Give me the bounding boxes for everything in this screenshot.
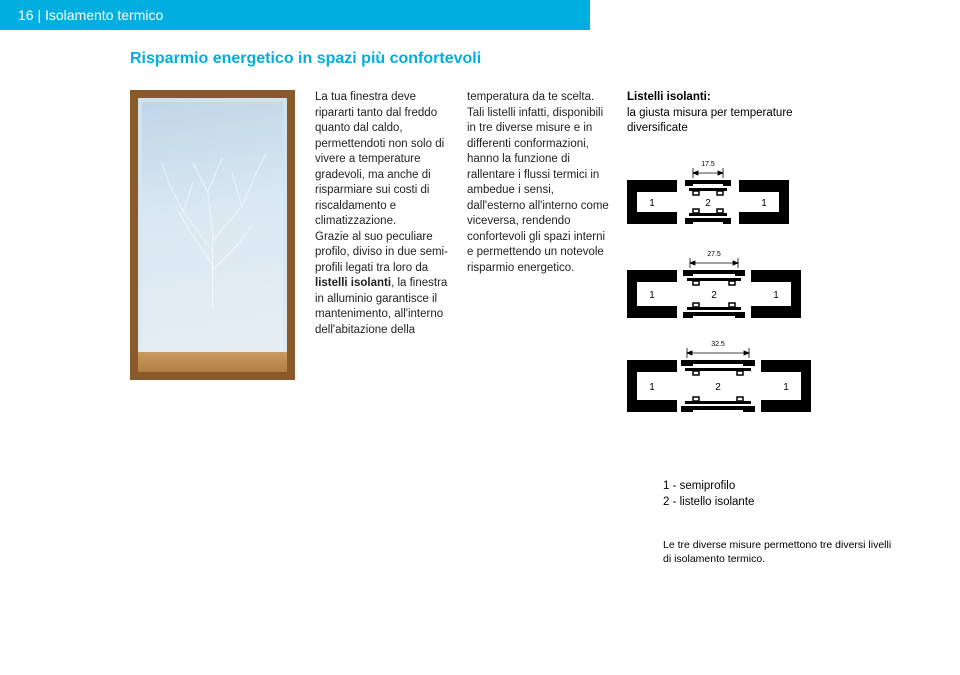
label-1a: 1 [649, 198, 655, 209]
window-frame [130, 90, 295, 380]
diagram-title: Listelli isolanti: la giusta misura per … [627, 90, 842, 137]
paragraph-1: La tua finestra deve ripararti tanto dal… [315, 90, 457, 338]
section-title: Isolamento termico [45, 7, 163, 23]
text-column-1: La tua finestra deve ripararti tanto dal… [315, 90, 457, 425]
footnote: Le tre diverse misure permettono tre div… [663, 538, 898, 566]
label-1d: 1 [773, 290, 779, 301]
legend-line-1: 1 - semiprofilo [663, 478, 754, 494]
profile-diagram-1: 17.5 1 2 1 [627, 155, 842, 233]
label-1b: 1 [761, 198, 767, 209]
profile-row-1: 17.5 1 2 1 [627, 155, 842, 233]
label-1c: 1 [649, 290, 655, 301]
header-text: 16 | Isolamento termico [0, 0, 590, 30]
diagram-title-bold: Listelli isolanti: [627, 91, 711, 103]
profile-row-2: 27.5 1 2 1 [627, 245, 842, 323]
page-number: 16 [18, 7, 34, 23]
profile-row-3: 32.5 1 2 1 [627, 335, 842, 413]
window-glass [142, 102, 283, 368]
label-2a: 2 [705, 198, 711, 209]
paragraph-2: temperatura da te scelta. Tali listelli … [467, 90, 609, 276]
diagram-area: Listelli isolanti: la giusta misura per … [627, 90, 842, 425]
diagram-title-rest: la giusta misura per temperature diversi… [627, 107, 793, 135]
header-bar: 16 | Isolamento termico [0, 0, 590, 30]
label-2c: 2 [715, 382, 721, 393]
legend: 1 - semiprofilo 2 - listello isolante [663, 478, 754, 510]
label-2b: 2 [711, 290, 717, 301]
label-1e: 1 [649, 382, 655, 393]
page-title: Risparmio energetico in spazi più confor… [130, 50, 950, 68]
size-label-1: 17.5 [701, 161, 715, 168]
legend-line-2: 2 - listello isolante [663, 494, 754, 510]
tree-icon [154, 114, 271, 309]
columns-wrap: La tua finestra deve ripararti tanto dal… [130, 90, 950, 425]
window-illustration [130, 90, 295, 380]
window-sill [138, 352, 287, 372]
label-1f: 1 [783, 382, 789, 393]
content-area: Risparmio energetico in spazi più confor… [130, 50, 950, 425]
size-label-2: 27.5 [707, 251, 721, 258]
size-label-3: 32.5 [711, 341, 725, 348]
profile-diagram-2: 27.5 1 2 1 [627, 245, 842, 327]
profile-diagram-3: 32.5 1 2 1 [627, 335, 842, 421]
text-column-2: temperatura da te scelta. Tali listelli … [467, 90, 609, 425]
